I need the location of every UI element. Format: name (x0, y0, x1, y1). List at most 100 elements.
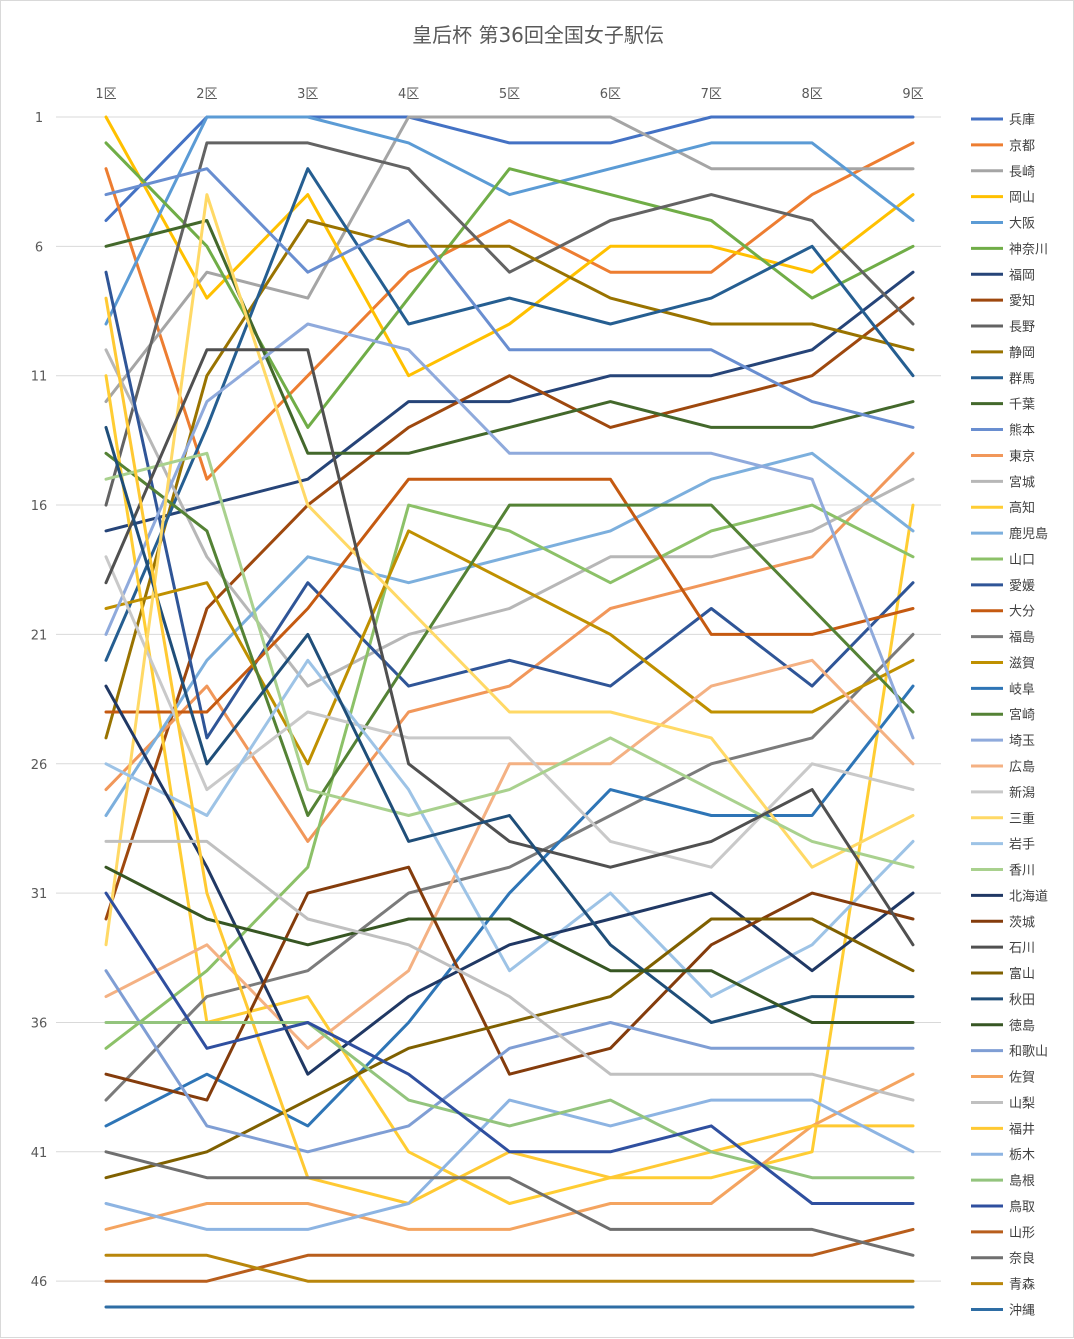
y-tick-label: 11 (31, 370, 48, 385)
legend-label: 和歌山 (1009, 1045, 1048, 1060)
legend-item: 徳島 (971, 1019, 1035, 1034)
legend-item: 秋田 (971, 993, 1035, 1008)
legend-item: 大阪 (971, 217, 1035, 232)
legend-label: 福井 (1009, 1122, 1035, 1137)
legend-label: 沖縄 (1009, 1303, 1035, 1318)
legend-label: 香川 (1009, 864, 1035, 879)
legend-item: 大分 (971, 605, 1035, 620)
series-line-31 (104, 865, 915, 1102)
series-line-13 (104, 451, 915, 843)
legend-label: 鳥取 (1009, 1200, 1035, 1215)
x-tick-label: 1区 (95, 87, 116, 102)
legend-item: 長野 (971, 320, 1035, 335)
legend-label: 千葉 (1009, 398, 1035, 413)
y-tick-label: 21 (31, 628, 48, 643)
legend-label: 埼玉 (1009, 734, 1035, 749)
y-tick-label: 1 (35, 111, 43, 126)
legend-item: 千葉 (971, 398, 1035, 413)
legend-item: 岐阜 (971, 681, 1035, 697)
legend-item: 新潟 (971, 785, 1035, 801)
legend-label: 神奈川 (1009, 242, 1048, 257)
series-line-8 (104, 141, 915, 507)
legend-item: 宮崎 (971, 707, 1035, 723)
legend-label: 宮城 (1009, 474, 1035, 490)
legend-item: 東京 (971, 448, 1035, 464)
series-line-19 (104, 477, 915, 714)
legend-label: 茨城 (1009, 915, 1035, 930)
legend-item: 京都 (971, 139, 1035, 154)
legend-item: 広島 (971, 760, 1035, 775)
series-line-44 (104, 1150, 915, 1257)
legend-label: 佐賀 (1009, 1071, 1035, 1086)
legend-item: 長崎 (971, 165, 1035, 180)
legend-item: 和歌山 (971, 1045, 1048, 1060)
series-line-22 (104, 684, 915, 1128)
legend-label: 栃木 (1009, 1148, 1035, 1163)
series-line-32 (104, 348, 915, 947)
legend-label: 兵庫 (1009, 113, 1035, 128)
legend-label: 長野 (1009, 320, 1035, 335)
series-line-29 (104, 451, 915, 869)
legend-item: 石川 (971, 941, 1035, 956)
legend-label: 岐阜 (1009, 681, 1035, 697)
legend-item: 愛媛 (971, 579, 1035, 594)
legend-label: 石川 (1009, 941, 1035, 956)
series-line-2 (104, 115, 915, 404)
y-tick-label: 46 (31, 1275, 48, 1290)
y-tick-label: 6 (35, 240, 43, 255)
series-line-25 (104, 658, 915, 1050)
legend-label: 高知 (1009, 500, 1035, 516)
series-line-37 (104, 1072, 915, 1231)
legend-label: 三重 (1009, 811, 1035, 827)
series-line-42 (104, 891, 915, 1205)
legend-label: 秋田 (1009, 993, 1035, 1008)
series-line-4 (104, 115, 915, 326)
series-line-40 (104, 1098, 915, 1231)
legend-item: 鳥取 (971, 1200, 1035, 1215)
series-line-45 (104, 1253, 915, 1283)
y-tick-label: 31 (31, 887, 48, 902)
legend-item: 福井 (971, 1122, 1035, 1137)
legend-label: 東京 (1009, 448, 1035, 464)
legend-item: 富山 (971, 966, 1035, 982)
x-axis-labels: 1区 2区 3区 4区 5区 6区 7区 8区 9区 (95, 87, 923, 102)
x-tick-label: 6区 (600, 87, 621, 102)
legend-item: 静岡 (971, 346, 1035, 361)
legend-label: 岩手 (1009, 838, 1035, 853)
legend-item: 熊本 (971, 423, 1035, 439)
legend-label: 福岡 (1009, 268, 1035, 283)
legend-label: 山梨 (1009, 1096, 1035, 1111)
series-line-43 (104, 1227, 915, 1283)
series-line-24 (104, 322, 915, 740)
series-line-1 (104, 141, 915, 481)
series-line-41 (104, 1021, 915, 1180)
x-tick-label: 2区 (196, 87, 217, 102)
legend-label: 新潟 (1009, 785, 1035, 801)
legend-label: 熊本 (1009, 423, 1035, 439)
x-tick-label: 9区 (902, 87, 923, 102)
legend-item: 埼玉 (971, 734, 1035, 749)
legend-label: 岡山 (1009, 191, 1035, 206)
legend-label: 京都 (1009, 139, 1035, 154)
legend-label: 奈良 (1009, 1251, 1035, 1267)
legend-item: 山梨 (971, 1096, 1035, 1111)
x-tick-label: 7区 (701, 87, 722, 102)
series-line-15 (104, 374, 915, 1205)
series-line-36 (104, 969, 915, 1154)
series-line-5 (104, 141, 915, 429)
legend-label: 愛知 (1009, 293, 1035, 309)
legend-item: 沖縄 (971, 1303, 1035, 1318)
x-tick-label: 3区 (297, 87, 318, 102)
legend-item: 佐賀 (971, 1071, 1035, 1086)
y-tick-label: 36 (31, 1016, 48, 1031)
legend-item: 山形 (971, 1226, 1035, 1241)
legend-item: 神奈川 (971, 242, 1048, 257)
legend-label: 島根 (1009, 1174, 1035, 1189)
legend-label: 宮崎 (1009, 707, 1035, 723)
legend-item: 茨城 (971, 915, 1035, 930)
legend-label: 群馬 (1009, 372, 1035, 387)
series-line-28 (104, 658, 915, 999)
series-line-38 (104, 839, 915, 1102)
legend-label: 大阪 (1009, 217, 1035, 232)
